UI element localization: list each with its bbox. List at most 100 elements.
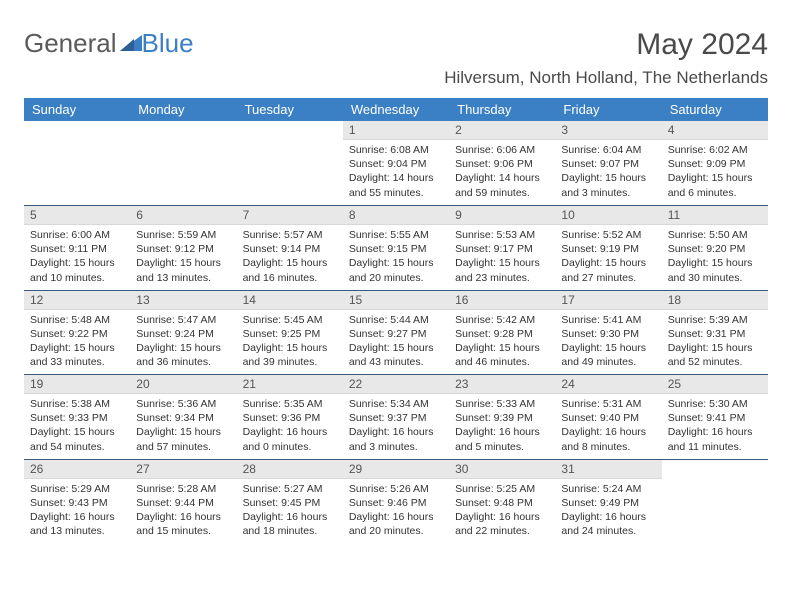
daylight-text: Daylight: 15 hours and 39 minutes.: [243, 341, 337, 369]
weekday-header: Friday: [555, 98, 661, 121]
sunrise-text: Sunrise: 6:08 AM: [349, 143, 443, 157]
day-content: Sunrise: 5:36 AMSunset: 9:34 PMDaylight:…: [130, 394, 236, 458]
day-number: 19: [24, 375, 130, 394]
day-content: Sunrise: 5:30 AMSunset: 9:41 PMDaylight:…: [662, 394, 768, 458]
daylight-text: Daylight: 16 hours and 5 minutes.: [455, 425, 549, 453]
sunrise-text: Sunrise: 5:42 AM: [455, 313, 549, 327]
sunset-text: Sunset: 9:24 PM: [136, 327, 230, 341]
sunset-text: Sunset: 9:11 PM: [30, 242, 124, 256]
weekday-header: Wednesday: [343, 98, 449, 121]
sunset-text: Sunset: 9:12 PM: [136, 242, 230, 256]
day-number: 4: [662, 121, 768, 140]
day-number: 6: [130, 206, 236, 225]
calendar-day-cell: 2Sunrise: 6:06 AMSunset: 9:06 PMDaylight…: [449, 121, 555, 205]
day-number: 16: [449, 291, 555, 310]
sunset-text: Sunset: 9:43 PM: [30, 496, 124, 510]
day-content: Sunrise: 5:33 AMSunset: 9:39 PMDaylight:…: [449, 394, 555, 458]
sunrise-text: Sunrise: 5:38 AM: [30, 397, 124, 411]
sunset-text: Sunset: 9:46 PM: [349, 496, 443, 510]
day-content: Sunrise: 5:53 AMSunset: 9:17 PMDaylight:…: [449, 225, 555, 289]
sunrise-text: Sunrise: 5:41 AM: [561, 313, 655, 327]
sunset-text: Sunset: 9:27 PM: [349, 327, 443, 341]
calendar-day-cell: 19Sunrise: 5:38 AMSunset: 9:33 PMDayligh…: [24, 375, 130, 459]
calendar-day-cell: 29Sunrise: 5:26 AMSunset: 9:46 PMDayligh…: [343, 459, 449, 543]
day-number: 14: [237, 291, 343, 310]
daylight-text: Daylight: 16 hours and 0 minutes.: [243, 425, 337, 453]
calendar-day-cell: 18Sunrise: 5:39 AMSunset: 9:31 PMDayligh…: [662, 290, 768, 374]
month-title: May 2024: [444, 28, 768, 62]
day-content: Sunrise: 6:02 AMSunset: 9:09 PMDaylight:…: [662, 140, 768, 204]
calendar-day-cell: 17Sunrise: 5:41 AMSunset: 9:30 PMDayligh…: [555, 290, 661, 374]
day-content: Sunrise: 5:48 AMSunset: 9:22 PMDaylight:…: [24, 310, 130, 374]
day-content: Sunrise: 6:06 AMSunset: 9:06 PMDaylight:…: [449, 140, 555, 204]
sunrise-text: Sunrise: 5:45 AM: [243, 313, 337, 327]
day-number: 20: [130, 375, 236, 394]
daylight-text: Daylight: 15 hours and 36 minutes.: [136, 341, 230, 369]
sunrise-text: Sunrise: 5:24 AM: [561, 482, 655, 496]
day-number: 21: [237, 375, 343, 394]
sunrise-text: Sunrise: 5:26 AM: [349, 482, 443, 496]
sunset-text: Sunset: 9:48 PM: [455, 496, 549, 510]
sunset-text: Sunset: 9:15 PM: [349, 242, 443, 256]
sunset-text: Sunset: 9:25 PM: [243, 327, 337, 341]
sunset-text: Sunset: 9:17 PM: [455, 242, 549, 256]
sunrise-text: Sunrise: 5:31 AM: [561, 397, 655, 411]
day-content: Sunrise: 5:50 AMSunset: 9:20 PMDaylight:…: [662, 225, 768, 289]
calendar-day-cell: 13Sunrise: 5:47 AMSunset: 9:24 PMDayligh…: [130, 290, 236, 374]
calendar-day-cell: 27Sunrise: 5:28 AMSunset: 9:44 PMDayligh…: [130, 459, 236, 543]
daylight-text: Daylight: 16 hours and 24 minutes.: [561, 510, 655, 538]
sunset-text: Sunset: 9:34 PM: [136, 411, 230, 425]
calendar-day-cell: ..: [24, 121, 130, 205]
sunset-text: Sunset: 9:30 PM: [561, 327, 655, 341]
day-content: Sunrise: 5:45 AMSunset: 9:25 PMDaylight:…: [237, 310, 343, 374]
daylight-text: Daylight: 16 hours and 15 minutes.: [136, 510, 230, 538]
day-content: Sunrise: 5:42 AMSunset: 9:28 PMDaylight:…: [449, 310, 555, 374]
weekday-header: Monday: [130, 98, 236, 121]
calendar-day-cell: ..: [237, 121, 343, 205]
sunset-text: Sunset: 9:14 PM: [243, 242, 337, 256]
weekday-header-row: SundayMondayTuesdayWednesdayThursdayFrid…: [24, 98, 768, 121]
calendar-day-cell: 26Sunrise: 5:29 AMSunset: 9:43 PMDayligh…: [24, 459, 130, 543]
daylight-text: Daylight: 15 hours and 43 minutes.: [349, 341, 443, 369]
sunset-text: Sunset: 9:33 PM: [30, 411, 124, 425]
sunset-text: Sunset: 9:20 PM: [668, 242, 762, 256]
calendar-week-row: 19Sunrise: 5:38 AMSunset: 9:33 PMDayligh…: [24, 375, 768, 459]
day-content: Sunrise: 5:59 AMSunset: 9:12 PMDaylight:…: [130, 225, 236, 289]
title-block: May 2024 Hilversum, North Holland, The N…: [444, 28, 768, 88]
sunrise-text: Sunrise: 5:28 AM: [136, 482, 230, 496]
daylight-text: Daylight: 15 hours and 54 minutes.: [30, 425, 124, 453]
day-content: Sunrise: 5:38 AMSunset: 9:33 PMDaylight:…: [24, 394, 130, 458]
sunset-text: Sunset: 9:45 PM: [243, 496, 337, 510]
daylight-text: Daylight: 15 hours and 23 minutes.: [455, 256, 549, 284]
day-content: Sunrise: 5:35 AMSunset: 9:36 PMDaylight:…: [237, 394, 343, 458]
day-content: Sunrise: 5:55 AMSunset: 9:15 PMDaylight:…: [343, 225, 449, 289]
calendar-day-cell: 7Sunrise: 5:57 AMSunset: 9:14 PMDaylight…: [237, 206, 343, 290]
day-number: 31: [555, 460, 661, 479]
sunset-text: Sunset: 9:40 PM: [561, 411, 655, 425]
day-number: 27: [130, 460, 236, 479]
day-content: Sunrise: 5:31 AMSunset: 9:40 PMDaylight:…: [555, 394, 661, 458]
day-number: 30: [449, 460, 555, 479]
calendar-day-cell: 11Sunrise: 5:50 AMSunset: 9:20 PMDayligh…: [662, 206, 768, 290]
calendar-day-cell: 16Sunrise: 5:42 AMSunset: 9:28 PMDayligh…: [449, 290, 555, 374]
sunset-text: Sunset: 9:31 PM: [668, 327, 762, 341]
header: General Blue May 2024 Hilversum, North H…: [24, 28, 768, 88]
calendar-day-cell: 4Sunrise: 6:02 AMSunset: 9:09 PMDaylight…: [662, 121, 768, 205]
sunrise-text: Sunrise: 5:36 AM: [136, 397, 230, 411]
day-number: 28: [237, 460, 343, 479]
day-content: Sunrise: 6:00 AMSunset: 9:11 PMDaylight:…: [24, 225, 130, 289]
sunrise-text: Sunrise: 5:48 AM: [30, 313, 124, 327]
calendar-day-cell: 28Sunrise: 5:27 AMSunset: 9:45 PMDayligh…: [237, 459, 343, 543]
daylight-text: Daylight: 14 hours and 55 minutes.: [349, 171, 443, 199]
calendar-day-cell: 31Sunrise: 5:24 AMSunset: 9:49 PMDayligh…: [555, 459, 661, 543]
sunrise-text: Sunrise: 5:39 AM: [668, 313, 762, 327]
daylight-text: Daylight: 15 hours and 52 minutes.: [668, 341, 762, 369]
sunrise-text: Sunrise: 5:57 AM: [243, 228, 337, 242]
location-text: Hilversum, North Holland, The Netherland…: [444, 68, 768, 88]
calendar-day-cell: 20Sunrise: 5:36 AMSunset: 9:34 PMDayligh…: [130, 375, 236, 459]
calendar-day-cell: 12Sunrise: 5:48 AMSunset: 9:22 PMDayligh…: [24, 290, 130, 374]
calendar-day-cell: 1Sunrise: 6:08 AMSunset: 9:04 PMDaylight…: [343, 121, 449, 205]
day-number: 7: [237, 206, 343, 225]
calendar-day-cell: 21Sunrise: 5:35 AMSunset: 9:36 PMDayligh…: [237, 375, 343, 459]
sunrise-text: Sunrise: 5:53 AM: [455, 228, 549, 242]
